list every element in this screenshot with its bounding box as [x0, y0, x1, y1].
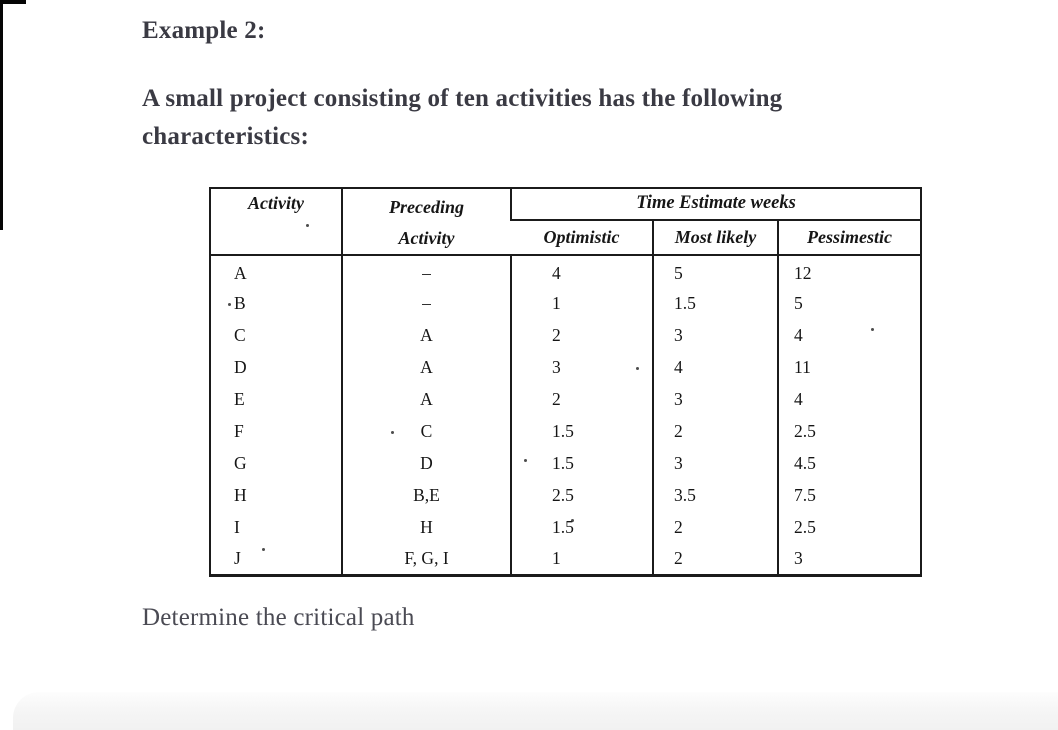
cell-pessimistic: 4: [776, 383, 922, 415]
scan-speck: [306, 224, 309, 227]
cell-most-likely: 2: [652, 543, 778, 575]
cell-activity: C: [234, 324, 246, 345]
cell-activity: H: [234, 484, 247, 505]
cell-pessimistic: 5: [776, 287, 922, 319]
cell-optimistic: 1: [510, 543, 653, 575]
intro-line2: characteristics:: [142, 123, 310, 150]
cell-activity: G: [234, 452, 247, 473]
cell-activity: A: [234, 262, 247, 283]
cell-preceding: H: [341, 511, 511, 543]
col-header-most-likely: Most likely: [652, 219, 778, 257]
cell-optimistic: 4: [510, 255, 653, 287]
cell-most-likely: 1.5: [652, 287, 778, 319]
cell-optimistic: 2: [510, 383, 653, 415]
question-text: Determine the critical path: [142, 604, 415, 631]
scan-artifact-top-edge: [0, 0, 26, 4]
cell-activity: B: [234, 292, 246, 313]
scan-speck: [571, 519, 574, 522]
cell-most-likely: 5: [652, 255, 778, 287]
cell-most-likely: 3: [652, 383, 778, 415]
cell-preceding: F, G, I: [341, 543, 511, 575]
scan-speck: [871, 328, 874, 331]
intro-paragraph: A small project consisting of ten activi…: [142, 80, 782, 156]
cell-preceding: A: [341, 351, 511, 383]
table-row: I H 1.5 2 2.5: [210, 511, 922, 543]
cell-preceding: A: [341, 383, 511, 415]
col-header-pessimistic: Pessimestic: [776, 219, 922, 257]
example-heading: Example 2:: [142, 17, 266, 44]
cell-pessimistic: 7.5: [776, 479, 922, 511]
cell-optimistic: 1: [510, 287, 653, 319]
cell-activity: J: [234, 547, 241, 568]
table-row: F C 1.5 2 2.5: [210, 415, 922, 447]
table-row: E A 2 3 4: [210, 383, 922, 415]
scan-speck: [228, 303, 231, 306]
cell-most-likely: 3: [652, 319, 778, 351]
cell-preceding: A: [341, 319, 511, 351]
scan-speck: [524, 459, 527, 462]
cell-optimistic: 2.5: [510, 479, 653, 511]
table-row: H B,E 2.5 3.5 7.5: [210, 479, 922, 511]
cell-pessimistic: 3: [776, 543, 922, 575]
scan-speck: [391, 431, 394, 434]
col-header-preceding: Preceding Activity: [341, 188, 511, 256]
cell-optimistic: 1.5: [510, 511, 653, 543]
scan-speck: [636, 367, 639, 370]
cell-most-likely: 4: [652, 351, 778, 383]
cell-most-likely: 3.5: [652, 479, 778, 511]
table-row: G D 1.5 3 4.5: [210, 447, 922, 479]
cell-optimistic: 3: [510, 351, 653, 383]
cell-pessimistic: 12: [776, 255, 922, 287]
cell-optimistic: 1.5: [510, 415, 653, 447]
cell-pessimistic: 2.5: [776, 415, 922, 447]
cell-pessimistic: 2.5: [776, 511, 922, 543]
table-row: C A 2 3 4: [210, 319, 922, 351]
activity-table: Activity Preceding Activity Time Estimat…: [209, 187, 923, 577]
table-row: A – 4 5 12: [210, 255, 922, 287]
cell-most-likely: 2: [652, 511, 778, 543]
col-header-optimistic: Optimistic: [511, 219, 653, 257]
cell-preceding: –: [341, 287, 511, 319]
cell-most-likely: 2: [652, 415, 778, 447]
col-header-preceding-line2: Activity: [398, 228, 455, 248]
next-page-preview: [13, 692, 1058, 730]
cell-pessimistic: 4: [776, 319, 922, 351]
cell-activity: E: [234, 388, 245, 409]
cell-pessimistic: 11: [776, 351, 922, 383]
cell-preceding: B,E: [341, 479, 511, 511]
col-header-time-estimate: Time Estimate weeks: [509, 188, 922, 221]
table-row: J F, G, I 1 2 3: [210, 543, 922, 575]
cell-activity: F: [234, 420, 244, 441]
col-header-preceding-line1: Preceding: [389, 197, 464, 217]
cell-pessimistic: 4.5: [776, 447, 922, 479]
cell-preceding: D: [341, 447, 511, 479]
cell-optimistic: 2: [510, 319, 653, 351]
cell-preceding: C: [341, 415, 511, 447]
scan-artifact-left-edge: [0, 0, 3, 230]
table-row: D A 3 4 11: [210, 351, 922, 383]
scan-speck: [262, 548, 265, 551]
col-header-activity: Activity: [210, 188, 342, 256]
cell-preceding: –: [341, 255, 511, 287]
intro-line1: A small project consisting of ten activi…: [142, 85, 783, 112]
cell-activity: I: [234, 516, 240, 537]
table-row: B – 1 1.5 5: [210, 287, 922, 319]
cell-most-likely: 3: [652, 447, 778, 479]
cell-optimistic: 1.5: [510, 447, 653, 479]
cell-activity: D: [234, 356, 247, 377]
